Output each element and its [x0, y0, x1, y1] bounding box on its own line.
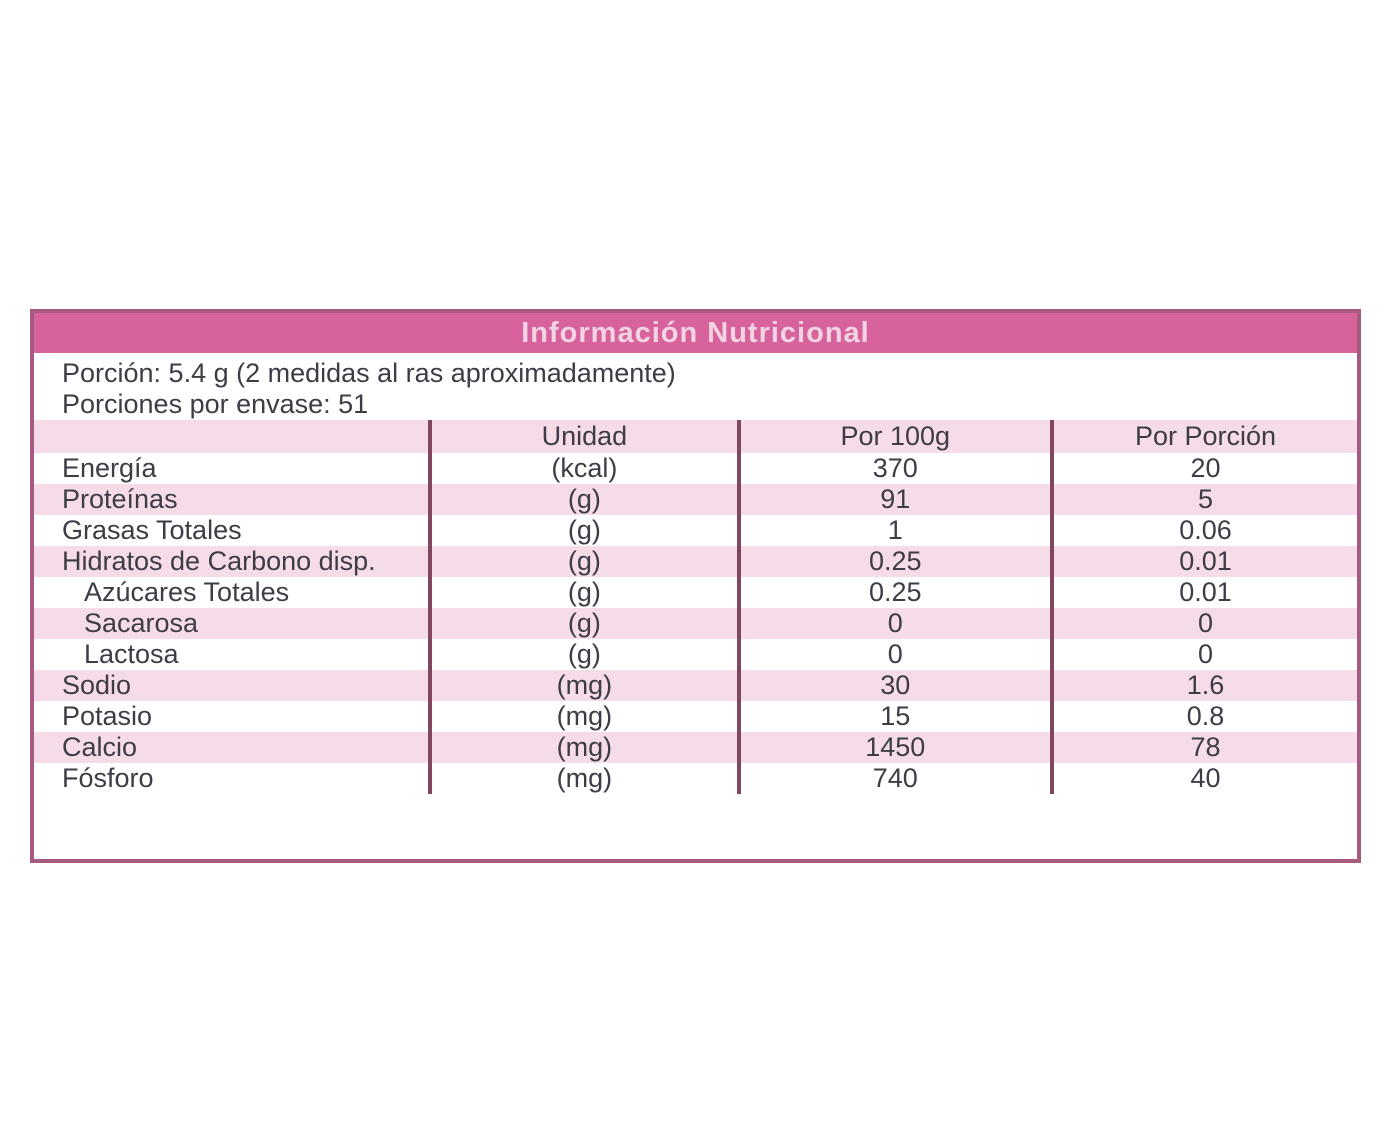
column-header-name — [34, 420, 428, 453]
nutrient-per100g-cell: 740 — [736, 763, 1051, 794]
table-row: Potasio (mg) 15 0.8 — [34, 701, 1357, 732]
nutrient-name-cell: Azúcares Totales — [84, 577, 290, 607]
nutrient-rows: Energía (kcal) 370 20 Proteínas (g) 91 5… — [34, 453, 1357, 794]
nutrient-unit-cell: (mg) — [428, 701, 736, 732]
table-row: Sacarosa (g) 0 0 — [34, 608, 1357, 639]
nutrition-facts-table: Información Nutricional Porción: 5.4 g (… — [30, 309, 1361, 863]
nutrient-name-cell: Fósforo — [62, 763, 154, 793]
table-row: Fósforo (mg) 740 40 — [34, 763, 1357, 794]
table-row: Proteínas (g) 91 5 — [34, 484, 1357, 515]
serving-size-line: Porción: 5.4 g (2 medidas al ras aproxim… — [62, 358, 676, 388]
nutrient-unit-cell: (mg) — [428, 763, 736, 794]
nutrient-unit-cell: (kcal) — [428, 453, 736, 484]
nutrient-grid: Unidad Por 100g Por Porción Energía (kca… — [34, 420, 1357, 859]
table-row: Energía (kcal) 370 20 — [34, 453, 1357, 484]
servings-per-container-line: Porciones por envase: 51 — [62, 389, 369, 419]
table-row: Lactosa (g) 0 0 — [34, 639, 1357, 670]
nutrient-name-cell: Lactosa — [84, 639, 179, 669]
nutrient-unit-cell: (g) — [428, 608, 736, 639]
nutrient-per-portion-cell: 20 — [1050, 453, 1357, 484]
nutrient-unit-cell: (g) — [428, 577, 736, 608]
nutrient-name-cell: Grasas Totales — [62, 515, 242, 545]
nutrient-unit-cell: (g) — [428, 484, 736, 515]
nutrient-name-cell: Potasio — [62, 701, 153, 731]
nutrient-unit-cell: (g) — [428, 639, 736, 670]
serving-info: Porción: 5.4 g (2 medidas al ras aproxim… — [34, 353, 1357, 420]
table-row: Grasas Totales (g) 1 0.06 — [34, 515, 1357, 546]
nutrient-per-portion-cell: 1.6 — [1050, 670, 1357, 701]
nutrient-unit-cell: (g) — [428, 515, 736, 546]
nutrient-name-cell: Proteínas — [62, 484, 178, 514]
nutrient-per-portion-cell: 0 — [1050, 639, 1357, 670]
nutrient-name-cell: Hidratos de Carbono disp. — [62, 546, 376, 576]
nutrient-per100g-cell: 0.25 — [736, 577, 1051, 608]
nutrient-per100g-cell: 1 — [736, 515, 1051, 546]
nutrient-name-cell: Sacarosa — [84, 608, 199, 638]
nutrient-per100g-cell: 30 — [736, 670, 1051, 701]
nutrient-per-portion-cell: 0.06 — [1050, 515, 1357, 546]
nutrient-per100g-cell: 370 — [736, 453, 1051, 484]
nutrient-name-cell: Sodio — [62, 670, 132, 700]
nutrient-unit-cell: (g) — [428, 546, 736, 577]
table-title: Información Nutricional — [521, 316, 870, 349]
nutrient-per100g-cell: 0.25 — [736, 546, 1051, 577]
column-header-per-portion: Por Porción — [1050, 420, 1357, 453]
nutrient-per100g-cell: 15 — [736, 701, 1051, 732]
table-title-bar: Información Nutricional — [34, 313, 1357, 353]
nutrient-per-portion-cell: 40 — [1050, 763, 1357, 794]
column-header-unit: Unidad — [428, 420, 736, 453]
nutrient-per100g-cell: 91 — [736, 484, 1051, 515]
nutrient-per-portion-cell: 5 — [1050, 484, 1357, 515]
nutrient-per-portion-cell: 0.8 — [1050, 701, 1357, 732]
nutrient-per-portion-cell: 78 — [1050, 732, 1357, 763]
nutrient-per-portion-cell: 0.01 — [1050, 577, 1357, 608]
table-row: Hidratos de Carbono disp. (g) 0.25 0.01 — [34, 546, 1357, 577]
nutrient-per100g-cell: 1450 — [736, 732, 1051, 763]
nutrient-per100g-cell: 0 — [736, 639, 1051, 670]
column-header-per100g: Por 100g — [736, 420, 1051, 453]
nutrient-name-cell: Energía — [62, 453, 157, 483]
table-row: Calcio (mg) 1450 78 — [34, 732, 1357, 763]
table-row: Azúcares Totales (g) 0.25 0.01 — [34, 577, 1357, 608]
column-header-row: Unidad Por 100g Por Porción — [34, 420, 1357, 453]
nutrient-per100g-cell: 0 — [736, 608, 1051, 639]
nutrient-name-cell: Calcio — [62, 732, 138, 762]
nutrient-unit-cell: (mg) — [428, 670, 736, 701]
nutrient-per-portion-cell: 0 — [1050, 608, 1357, 639]
nutrient-unit-cell: (mg) — [428, 732, 736, 763]
table-row: Sodio (mg) 30 1.6 — [34, 670, 1357, 701]
nutrient-per-portion-cell: 0.01 — [1050, 546, 1357, 577]
